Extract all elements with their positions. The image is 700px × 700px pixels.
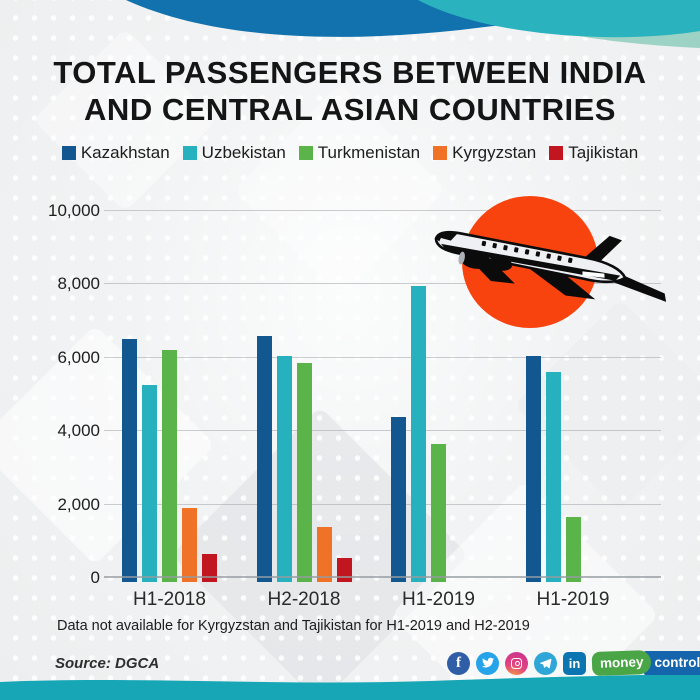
- bar-kazakhstan-h1-2019: [525, 355, 541, 582]
- chart-legend: Kazakhstan Uzbekistan Turkmenistan Kyrgyzst…: [0, 143, 700, 163]
- legend-item-tajikistan: Tajikistan: [549, 143, 638, 163]
- twitter-icon[interactable]: [476, 651, 499, 675]
- legend-label-uzbekistan: Uzbekistan: [201, 143, 286, 162]
- instagram-icon[interactable]: [505, 651, 528, 675]
- legend-item-kyrgyzstan: Kyrgyzstan: [433, 143, 536, 163]
- legend-swatch-kyrgyzstan: [433, 146, 448, 160]
- x-axis-label-h2-2018-1: H2-2018: [267, 589, 341, 610]
- x-axis-label-h1-2019-2: H1-2019: [402, 589, 475, 610]
- telegram-plane-glyph: [540, 658, 552, 668]
- airplane-icon: [434, 230, 667, 302]
- bar-uzbekistan-h2-2018: [276, 355, 292, 582]
- legend-label-tajikistan: Tajikistan: [568, 143, 639, 162]
- bar-turkmenistan-h1-2019: [565, 517, 581, 582]
- gridline-4000: [104, 430, 661, 432]
- legend-swatch-kazakhstan: [61, 146, 76, 160]
- bar-uzbekistan-h1-2019: [545, 372, 561, 582]
- bar-turkmenistan-h1-2018: [162, 350, 177, 582]
- page-title: TOTAL PASSENGERS BETWEEN INDIA AND CENTR…: [0, 54, 700, 128]
- bar-uzbekistan-h1-2019: [411, 286, 426, 582]
- source-label: Source: DGCA: [55, 655, 160, 672]
- bar-turkmenistan-h1-2019: [431, 444, 446, 582]
- legend-swatch-tajikistan: [549, 146, 564, 160]
- facebook-icon[interactable]: f: [447, 651, 470, 675]
- footer-wave-decoration: [0, 674, 700, 700]
- y-axis-labels: 0 2,000 4,000 6,000 8,000 10,000: [0, 201, 100, 587]
- y-tick-label-10000: 10,000: [48, 201, 100, 220]
- moneycontrol-logo[interactable]: money control: [591, 650, 700, 676]
- facebook-glyph: f: [456, 654, 461, 671]
- bar-kazakhstan-h1-2019: [391, 416, 406, 582]
- legend-label-kyrgyzstan: Kyrgyzstan: [452, 143, 537, 162]
- x-axis-label-h1-2019-3: H1-2019: [536, 589, 610, 610]
- title-line-2: AND CENTRAL ASIAN COUNTRIES: [84, 92, 616, 127]
- x-axis-baseline: [104, 576, 661, 578]
- bar-uzbekistan-h1-2018: [142, 385, 157, 582]
- telegram-icon[interactable]: [534, 651, 557, 675]
- linkedin-glyph: in: [568, 655, 581, 671]
- bar-kazakhstan-h2-2018: [256, 335, 272, 582]
- moneycontrol-logo-money: money: [591, 650, 651, 676]
- y-tick-label-8000: 8,000: [57, 274, 100, 294]
- instagram-camera-glyph: [511, 657, 522, 669]
- legend-label-kazakhstan: Kazakhstan: [80, 143, 170, 162]
- y-tick-label-6000: 6,000: [57, 347, 100, 367]
- bar-tajikistan-h2-2018: [336, 557, 352, 582]
- y-tick-label-4000: 4,000: [57, 421, 100, 441]
- legend-item-uzbekistan: Uzbekistan: [182, 143, 286, 163]
- y-tick-label-0: 0: [90, 568, 100, 587]
- legend-label-turkmenistan: Turkmenistan: [317, 143, 421, 162]
- gridline-6000: [104, 356, 661, 358]
- bar-turkmenistan-h2-2018: [296, 363, 312, 582]
- legend-item-turkmenistan: Turkmenistan: [298, 143, 421, 163]
- title-line-1: TOTAL PASSENGERS BETWEEN INDIA: [53, 55, 647, 90]
- social-icons-row: f in money control: [447, 650, 700, 676]
- legend-item-kazakhstan: Kazakhstan: [61, 143, 170, 163]
- gridline-2000: [104, 503, 661, 505]
- y-tick-label-2000: 2,000: [57, 494, 100, 514]
- legend-swatch-uzbekistan: [182, 146, 197, 160]
- footnote: Data not available for Kyrgyzstan and Ta…: [57, 618, 530, 634]
- bar-kyrgyzstan-h2-2018: [316, 526, 332, 582]
- twitter-bird-glyph: [481, 657, 494, 668]
- x-axis-label-h1-2018-0: H1-2018: [133, 589, 206, 610]
- bar-kyrgyzstan-h1-2018: [182, 508, 197, 582]
- moneycontrol-logo-control: control: [643, 651, 700, 675]
- linkedin-icon[interactable]: in: [563, 651, 586, 675]
- legend-swatch-turkmenistan: [298, 146, 313, 160]
- bar-kazakhstan-h1-2018: [122, 339, 137, 582]
